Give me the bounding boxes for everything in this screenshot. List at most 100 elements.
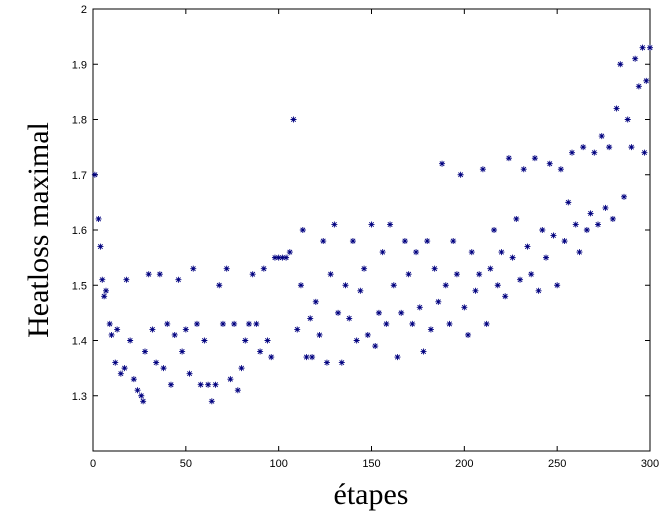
- point: [357, 287, 364, 294]
- point: [257, 348, 264, 355]
- y-axis-label: Heatloss maximal: [22, 122, 55, 338]
- point: [641, 149, 648, 156]
- point: [127, 337, 134, 344]
- point: [520, 166, 527, 173]
- point: [647, 44, 653, 51]
- point: [509, 254, 516, 261]
- point: [517, 276, 524, 283]
- point: [413, 249, 420, 256]
- point: [349, 238, 356, 245]
- point: [106, 320, 113, 327]
- point: [242, 337, 249, 344]
- point: [505, 155, 512, 162]
- point: [543, 254, 550, 261]
- point: [338, 359, 345, 366]
- point: [167, 381, 174, 388]
- point: [375, 309, 382, 316]
- point: [145, 271, 152, 278]
- point: [156, 271, 163, 278]
- point: [379, 249, 386, 256]
- point: [253, 320, 260, 327]
- point: [624, 116, 631, 123]
- point: [572, 221, 579, 228]
- point: [335, 309, 342, 316]
- point: [205, 381, 212, 388]
- point: [491, 227, 498, 233]
- point: [364, 331, 371, 338]
- point: [134, 387, 141, 394]
- point: [427, 326, 434, 333]
- point: [95, 215, 102, 222]
- point: [595, 221, 602, 228]
- point: [535, 287, 542, 294]
- point: [346, 315, 353, 322]
- point: [117, 370, 124, 377]
- point: [331, 221, 338, 228]
- point: [390, 282, 397, 289]
- point: [457, 171, 464, 178]
- point: [234, 387, 241, 394]
- point: [121, 365, 128, 372]
- point: [123, 276, 130, 283]
- point: [323, 359, 330, 366]
- point: [472, 287, 479, 294]
- point: [598, 133, 605, 140]
- point: [479, 166, 486, 173]
- point: [461, 304, 468, 311]
- point: [494, 282, 501, 289]
- point: [130, 376, 137, 383]
- point: [190, 265, 197, 272]
- point: [149, 326, 156, 333]
- point: [312, 298, 319, 305]
- x-axis-label: étapes: [334, 478, 409, 511]
- point: [99, 276, 106, 283]
- point: [424, 238, 431, 245]
- point: [565, 199, 572, 206]
- point: [208, 398, 215, 405]
- point: [635, 83, 642, 90]
- point: [576, 249, 583, 256]
- point: [398, 309, 405, 316]
- x-tick-label: 250: [548, 458, 566, 470]
- point: [639, 44, 646, 51]
- y-tick-label: 1.8: [72, 115, 87, 127]
- point: [238, 365, 245, 372]
- point: [290, 116, 297, 123]
- point: [271, 254, 278, 261]
- y-tick-label: 1.4: [72, 336, 87, 348]
- point: [316, 331, 323, 338]
- point: [275, 254, 282, 261]
- point: [307, 315, 314, 322]
- point: [97, 243, 104, 250]
- point: [609, 215, 616, 222]
- point: [435, 298, 442, 305]
- point: [249, 271, 256, 278]
- point: [160, 365, 167, 372]
- point: [531, 155, 538, 162]
- point: [587, 210, 594, 217]
- point: [216, 282, 223, 289]
- point: [179, 348, 186, 355]
- point: [602, 204, 609, 211]
- point: [569, 149, 576, 156]
- point: [446, 320, 453, 327]
- point: [91, 171, 98, 178]
- point: [583, 227, 590, 233]
- x-tick-label: 300: [641, 458, 659, 470]
- point: [102, 287, 109, 294]
- point: [439, 160, 446, 167]
- y-tick-label: 1.3: [72, 391, 87, 403]
- point: [561, 238, 568, 245]
- point: [231, 320, 238, 327]
- point: [498, 249, 505, 256]
- point: [401, 238, 408, 245]
- x-tick-label: 100: [269, 458, 287, 470]
- point: [283, 254, 290, 261]
- x-tick-label: 150: [362, 458, 380, 470]
- point: [182, 326, 189, 333]
- point: [524, 243, 531, 250]
- point: [186, 370, 193, 377]
- point: [140, 398, 147, 405]
- point: [487, 265, 494, 272]
- point: [442, 282, 449, 289]
